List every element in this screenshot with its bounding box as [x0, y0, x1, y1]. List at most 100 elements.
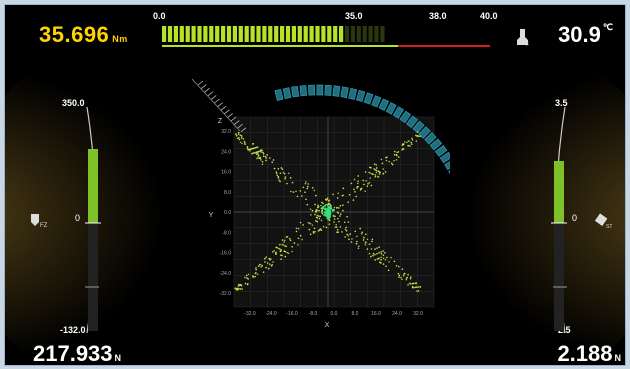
scatter-point: [252, 142, 255, 145]
scatter-point: [356, 240, 358, 243]
scatter-point: [272, 261, 274, 263]
torque-bar-segment: [280, 26, 285, 42]
right-gauge-fill: [554, 161, 564, 223]
torque-bar-segment: [362, 26, 367, 42]
center-point: [323, 204, 326, 208]
scatter-point: [358, 245, 360, 248]
scatter-point: [355, 195, 357, 198]
scatter-point: [368, 181, 371, 184]
scatter-point: [302, 186, 305, 189]
scatter-point: [325, 226, 328, 229]
scatter-point: [288, 237, 291, 240]
torque-value: 35.696: [39, 22, 110, 47]
scatter-point: [241, 142, 243, 145]
temperature-sensor-icon: F: [517, 29, 529, 47]
scatter-point: [334, 226, 337, 228]
scatter-point: [364, 241, 367, 243]
z-axis-tick: [230, 116, 237, 122]
scale-tick-1: 35.0: [345, 11, 363, 21]
torque-bar-segment: [374, 26, 379, 42]
scatter-point: [416, 131, 419, 133]
scatter-point: [372, 173, 374, 176]
scatter-point: [260, 159, 262, 161]
scatter-point: [339, 213, 342, 215]
torque-bar-segment: [244, 26, 249, 42]
scatter-point: [272, 251, 274, 253]
scatter-point: [238, 137, 240, 139]
scatter-point: [261, 149, 263, 152]
scatter-point: [306, 187, 308, 190]
scatter-point: [401, 278, 403, 281]
z-axis-label: Z: [218, 118, 223, 125]
scatter-point: [409, 277, 412, 280]
scatter-point: [384, 258, 387, 261]
arc-segment: [363, 92, 374, 105]
scatter-point: [327, 204, 329, 207]
scatter-point: [408, 144, 410, 147]
scatter-point: [397, 272, 400, 275]
torque-bar-segment: [297, 26, 302, 42]
torque-bar-segment: [221, 26, 226, 42]
scatter-point: [264, 261, 266, 263]
scatter-point: [411, 137, 413, 140]
scatter-point: [380, 253, 383, 255]
scatter-point: [315, 211, 317, 213]
scatter-point: [266, 262, 269, 264]
scatter-point: [391, 163, 394, 166]
scatter-point: [279, 172, 282, 175]
scatter-point: [348, 193, 351, 196]
arc-segment: [371, 95, 382, 108]
scatter-point: [244, 282, 247, 285]
center-point: [320, 210, 324, 214]
scatter-point: [256, 273, 259, 276]
arc-segment: [412, 120, 425, 134]
scatter-point: [279, 180, 281, 183]
scatter-point: [343, 221, 346, 224]
scatter-point: [419, 286, 422, 288]
scatter-point: [415, 282, 417, 285]
scatter-point: [272, 159, 275, 161]
scatter-point: [311, 224, 314, 226]
torque-bar-segment: [368, 26, 373, 42]
scatter-point: [357, 182, 359, 185]
torque-bar-segment: [285, 26, 291, 42]
scatter-point: [332, 193, 334, 196]
scatter-point: [301, 195, 303, 197]
scatter-point: [262, 153, 265, 155]
scatter-point: [385, 159, 388, 162]
scatter-point: [261, 163, 264, 166]
scatter-point: [366, 185, 369, 187]
xyz-scatter-plot: -32.0 -24.0 -16.0 -8.0 0.0 8.0 16.0 24.0 32.0 32…: [191, 78, 450, 329]
scatter-point: [237, 288, 239, 291]
torque-bar-segment: [197, 26, 202, 42]
scatter-point: [265, 157, 267, 159]
scatter-point: [238, 138, 241, 141]
z-axis-tick: [220, 105, 227, 111]
plot-grid: [233, 116, 435, 308]
scatter-point: [375, 169, 378, 172]
scatter-point: [256, 157, 258, 160]
scatter-point: [290, 190, 292, 193]
scatter-point: [314, 230, 316, 233]
scatter-point: [255, 153, 258, 155]
scatter-point: [277, 177, 280, 179]
scatter-point: [239, 141, 242, 144]
scatter-point: [246, 277, 248, 279]
scatter-point: [275, 171, 278, 173]
torque-bar-segment: [303, 26, 308, 42]
scatter-point: [401, 144, 404, 146]
torque-bar-segment: [262, 26, 267, 42]
plot-points: [234, 131, 422, 292]
scatter-point: [304, 182, 307, 185]
y-tick-label: -32.0: [220, 291, 232, 297]
scatter-point: [371, 238, 374, 241]
scatter-point: [407, 284, 409, 286]
scatter-point: [319, 215, 322, 218]
scatter-point: [318, 209, 320, 212]
scatter-point: [395, 153, 398, 156]
scatter-point: [415, 286, 418, 289]
scatter-point: [326, 198, 329, 200]
arc-segment: [392, 106, 404, 119]
y-tick-label: -16.0: [220, 251, 232, 257]
scatter-point: [355, 242, 358, 245]
